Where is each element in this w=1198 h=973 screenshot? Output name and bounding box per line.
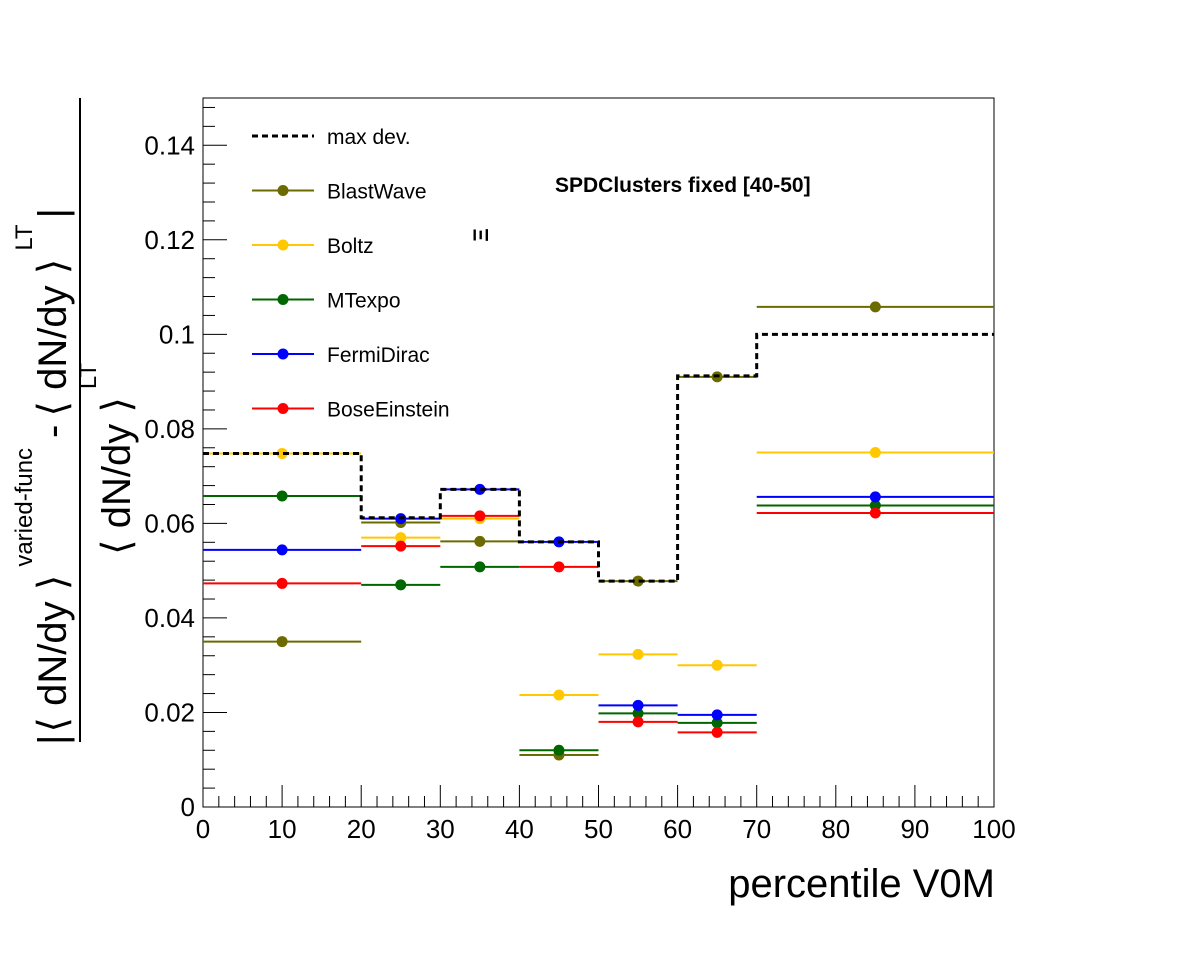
y-tick-label: 0.12: [144, 225, 195, 255]
y-title-denominator: ⟨ dN/dy ⟩LT: [75, 362, 139, 555]
data-point: [711, 709, 723, 721]
legend-label: BlastWave: [327, 181, 427, 204]
legend-marker: [277, 294, 289, 305]
data-point: [711, 726, 723, 738]
x-tick-label: 0: [196, 814, 210, 844]
legend-marker: [277, 348, 289, 360]
x-axis-title: percentile V0M: [728, 862, 995, 906]
legend-label: Boltz: [327, 235, 374, 258]
x-tick-label: 10: [268, 814, 297, 844]
legend: max dev. BlastWave Boltz MTexpo FermiDirac Bo…: [252, 126, 450, 422]
y-tick-label: 0.08: [144, 414, 195, 444]
data-point: [869, 507, 881, 519]
legend-entry: BlastWave: [252, 181, 427, 204]
y-tick-label: 0.02: [144, 697, 195, 727]
data-point: [474, 483, 486, 495]
legend-marker: [277, 185, 289, 196]
data-point: [869, 499, 881, 511]
data-point: [632, 699, 644, 711]
series-boltz: [203, 447, 994, 701]
series-fermidirac: [203, 483, 994, 721]
series-blastwave: [203, 301, 994, 761]
data-point: [276, 544, 288, 556]
legend-marker: [277, 239, 289, 251]
y-tick-label: 0.1: [159, 319, 195, 349]
y-tick-label: 0.14: [144, 130, 195, 160]
data-point: [632, 707, 644, 719]
x-tick-label: 50: [584, 814, 613, 844]
legend-label: max dev.: [327, 126, 411, 149]
max-dev-line: [203, 332, 994, 583]
data-point: [632, 575, 644, 587]
data-point: [395, 532, 407, 544]
data-point: [553, 744, 565, 756]
data-point: [869, 447, 881, 458]
data-point: [395, 579, 407, 591]
y-tick-label: 0.06: [144, 508, 195, 538]
x-tick-label: 80: [821, 814, 850, 844]
legend-entry: FermiDirac: [252, 344, 430, 367]
data-series: [203, 301, 994, 761]
data-point: [553, 561, 565, 573]
legend-entry: MTexpo: [252, 290, 401, 313]
data-point: [276, 636, 288, 648]
data-point: [276, 577, 288, 589]
y-tick-label: 0: [181, 792, 195, 822]
legend-label: BoseEinstein: [327, 399, 450, 422]
data-point: [474, 535, 486, 547]
data-point: [395, 540, 407, 552]
data-point: [276, 447, 288, 459]
x-tick-label: 60: [663, 814, 692, 844]
x-tick-label: 20: [347, 814, 376, 844]
legend-label: MTexpo: [327, 290, 401, 313]
data-point: [276, 490, 288, 502]
series-boseeinstein: [203, 507, 994, 738]
data-point: [711, 717, 723, 729]
chart-annotation: SPDClusters fixed [40-50]: [555, 174, 811, 197]
legend-label: FermiDirac: [327, 344, 430, 367]
legend-marker: [277, 403, 289, 414]
x-tick-label: 90: [900, 814, 929, 844]
x-tick-label: 30: [426, 814, 455, 844]
y-tick-label: 0.04: [144, 603, 195, 633]
axes: 0 10 20 30 40 50 60 70 80 90 100 0 0.02 0.04 0.06 0.08 0…: [144, 106, 1016, 844]
particle-label: Ξ: [470, 228, 493, 242]
y-axis-title: |⟨ dN/dy ⟩varied-func-⟨ dN/dy ⟩LT| ⟨ dN/…: [11, 98, 139, 745]
data-point: [553, 689, 565, 701]
series-mtexpo: [203, 490, 994, 756]
data-point: [474, 510, 486, 522]
data-point: [711, 659, 723, 671]
data-point: [474, 561, 486, 573]
legend-entry: Boltz: [252, 235, 374, 258]
legend-entry: max dev.: [252, 126, 411, 149]
x-tick-label: 70: [742, 814, 771, 844]
x-tick-label: 100: [972, 814, 1015, 844]
legend-entry: BoseEinstein: [252, 399, 450, 422]
data-point: [869, 491, 881, 503]
data-point: [632, 716, 644, 728]
y-title-numerator: |⟨ dN/dy ⟩varied-func-⟨ dN/dy ⟩LT|: [11, 208, 75, 745]
x-tick-label: 40: [505, 814, 534, 844]
data-point: [632, 648, 644, 660]
data-point: [869, 301, 881, 313]
